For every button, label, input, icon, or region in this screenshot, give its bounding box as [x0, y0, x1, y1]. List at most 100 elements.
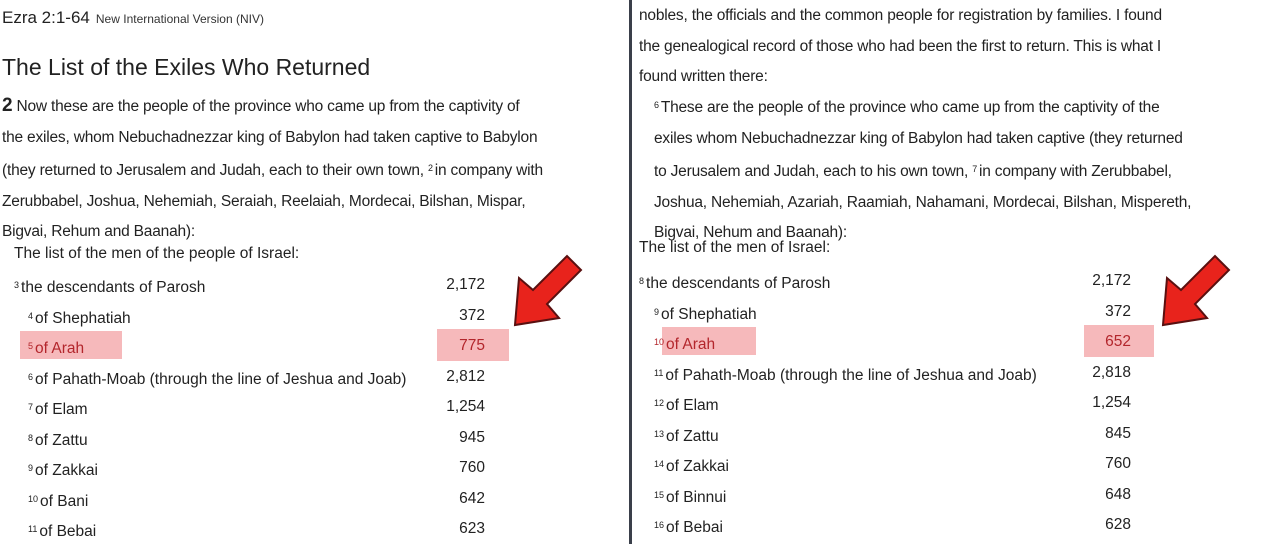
text-line: These are the people of the province who… — [660, 99, 1160, 116]
clan-name: of Arah — [35, 340, 85, 357]
count-value: 648 — [1105, 485, 1131, 503]
table-row: 11 of Pahath-Moab (through the line of Je… — [654, 361, 1037, 385]
verse-number: 8 — [639, 276, 645, 286]
highlight-box — [20, 331, 122, 359]
count-value: 760 — [1105, 455, 1131, 472]
clan-name: of Elam — [666, 397, 719, 414]
highlight-box — [437, 329, 509, 361]
count-value: 1,254 — [1092, 394, 1131, 411]
table-row: 10 of Bani — [28, 487, 88, 511]
passage-reference: Ezra 2:1-64 New International Version (NI… — [2, 8, 264, 28]
clan-name: of Bani — [40, 492, 89, 510]
table-row: 13 of Zattu — [654, 422, 719, 446]
count-value: 1,254 — [446, 398, 485, 415]
clan-name: of Zakkai — [666, 458, 729, 475]
verse-6-paragraph: 6 These are the people of the province wh… — [654, 90, 1191, 249]
verse-number: 6 — [654, 100, 659, 110]
verse-number: 12 — [654, 398, 665, 408]
table-row: 9 of Zakkai — [28, 456, 98, 480]
verse-number: 7 — [28, 402, 34, 412]
clan-name: of Zattu — [666, 427, 719, 445]
verse-number: 6 — [28, 371, 34, 382]
clan-name: the descendants of Parosh — [21, 279, 206, 296]
count-value: 628 — [1105, 516, 1131, 533]
table-row: 6 of Pahath-Moab (through the line of Jes… — [28, 365, 406, 389]
clan-name: of Shephatiah — [35, 309, 131, 327]
verse-number: 13 — [654, 428, 665, 439]
text-line: the genealogical record of those who had… — [639, 37, 1162, 55]
highlight-box — [1084, 325, 1154, 357]
text-line: in company with Zerubbabel, — [979, 163, 1172, 180]
verse-number: 9 — [28, 463, 34, 473]
verse-number: 4 — [28, 310, 34, 321]
count-value: 775 — [459, 337, 485, 354]
count-value: 623 — [459, 520, 485, 537]
clan-name: of Elam — [35, 401, 88, 418]
table-row: 7 of Elam — [28, 395, 88, 419]
verse-number: 9 — [654, 306, 660, 317]
verse-1-paragraph: 2 Now these are the people of the provin… — [2, 91, 543, 248]
verse-number: 7 — [972, 164, 978, 174]
chapter-number: 2 — [2, 95, 13, 116]
verse-number: 2 — [427, 163, 433, 173]
pane-divider — [629, 0, 632, 544]
count-value: 2,172 — [1092, 272, 1131, 289]
table-row: 10 of Arah — [654, 330, 715, 354]
version-label: New International Version (NIV) — [95, 12, 264, 26]
red-arrow-icon — [513, 254, 583, 327]
count-value: 652 — [1105, 333, 1131, 350]
table-row: 15 of Binnui — [654, 483, 726, 507]
count-value: 2,812 — [446, 367, 485, 385]
count-value: 642 — [459, 489, 485, 507]
clan-name: of Shephatiah — [661, 305, 757, 323]
verse-number: 11 — [28, 524, 38, 534]
text-line: nobles, the officials and the common peo… — [639, 7, 1162, 24]
intro-paragraph: nobles, the officials and the common peo… — [639, 1, 1162, 93]
text-line: to Jerusalem and Judah, each to his own … — [654, 163, 969, 180]
count-value: 2,172 — [446, 276, 485, 293]
highlight-box — [662, 327, 756, 355]
table-row: 16 of Bebai — [654, 513, 723, 537]
verse-number: 3 — [14, 280, 20, 290]
list-intro: The list of the men of the people of Isr… — [14, 245, 300, 262]
verse-number: 10 — [28, 493, 39, 504]
text-line: Now these are the people of the province… — [16, 98, 520, 115]
table-row: 3 the descendants of Parosh — [14, 273, 205, 297]
verse-number: 14 — [654, 459, 665, 469]
verse-number: 15 — [654, 489, 665, 500]
text-line: in company with — [434, 162, 543, 179]
verse-number: 8 — [28, 432, 34, 443]
clan-name: of Pahath-Moab (through the line of Jesh… — [665, 366, 1037, 384]
count-value: 372 — [1105, 302, 1131, 320]
clan-name: of Arah — [666, 336, 716, 353]
verse-number: 10 — [654, 337, 665, 347]
red-arrow-icon — [1161, 254, 1231, 327]
right-pane-nehemiah: nobles, the officials and the common peo… — [633, 0, 1265, 544]
clan-name: of Binnui — [666, 488, 727, 506]
clan-name: the descendants of Parosh — [646, 275, 831, 292]
table-row: 5 of Arah — [28, 334, 84, 358]
text-line: Bigvai, Rehum and Baanah): — [2, 223, 195, 240]
list-intro: The list of the men of Israel: — [639, 239, 831, 256]
table-row: 12 of Elam — [654, 391, 719, 415]
table-row: 11 of Bebai — [28, 517, 96, 541]
section-heading: The List of the Exiles Who Returned — [2, 54, 371, 80]
clan-name: of Bebai — [39, 523, 97, 540]
count-value: 372 — [459, 306, 485, 324]
text-line: Zerubbabel, Joshua, Nehemiah, Seraiah, R… — [2, 192, 526, 210]
text-line: found written there: — [639, 68, 768, 85]
clan-name: of Bebai — [666, 519, 723, 536]
table-row: 8 of Zattu — [28, 426, 88, 450]
verse-number: 16 — [654, 520, 665, 530]
clan-name: of Pahath-Moab (through the line of Jesh… — [35, 370, 407, 388]
count-value: 845 — [1105, 424, 1131, 442]
count-value: 2,818 — [1092, 363, 1131, 381]
count-value: 945 — [459, 428, 485, 446]
table-row: 4 of Shephatiah — [28, 304, 131, 328]
left-pane-ezra: Ezra 2:1-64 New International Version (NI… — [0, 0, 628, 544]
table-row: 14 of Zakkai — [654, 452, 729, 476]
reference-text: Ezra 2:1-64 — [2, 8, 90, 27]
text-line: the exiles, whom Nebuchadnezzar king of … — [2, 128, 538, 146]
text-line: Bigvai, Nehum and Baanah): — [654, 224, 847, 241]
text-line: exiles whom Nebuchadnezzar king of Babyl… — [654, 129, 1183, 147]
